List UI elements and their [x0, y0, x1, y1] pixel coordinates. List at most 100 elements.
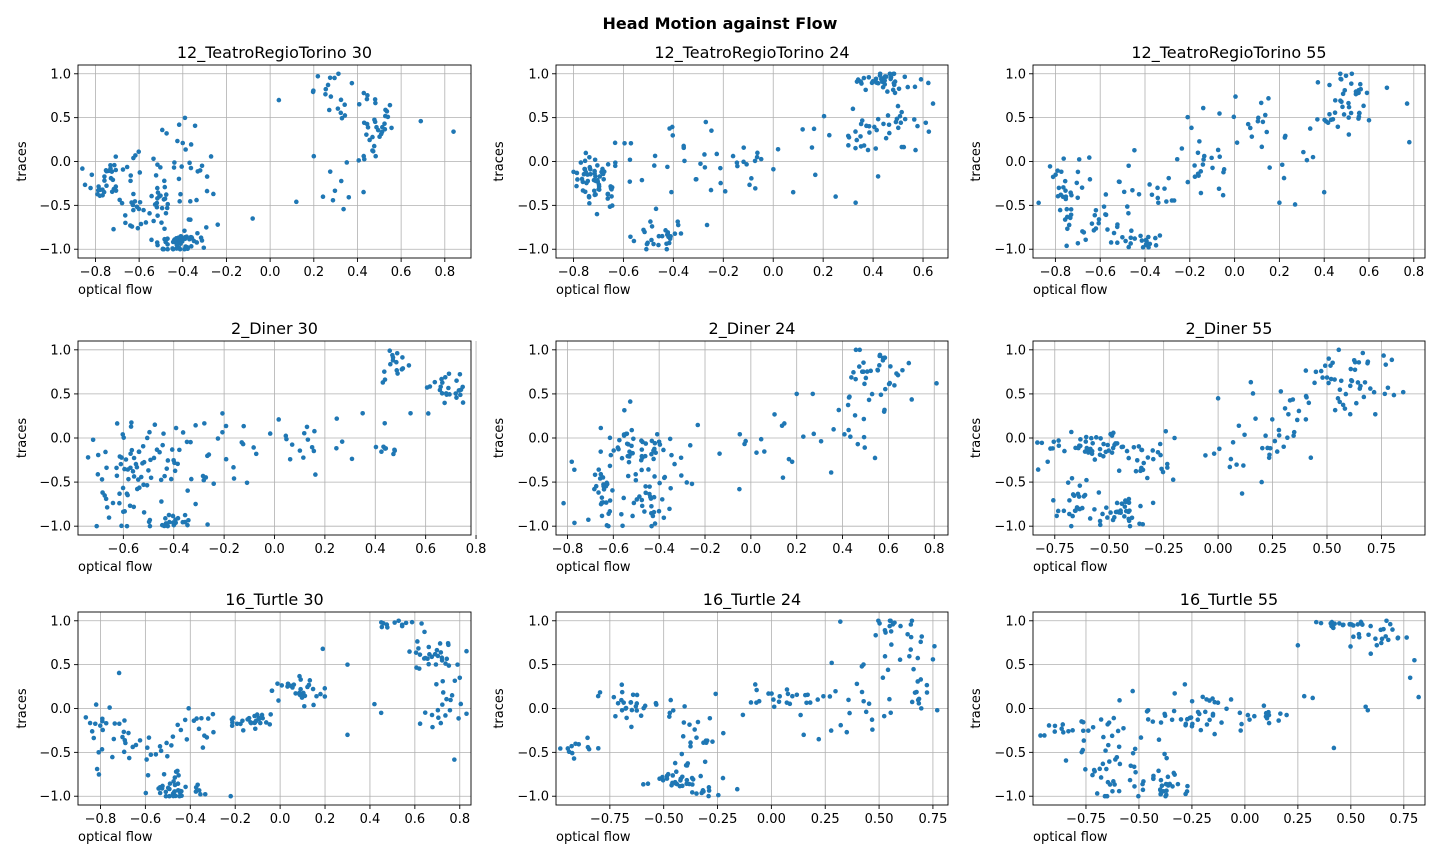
- data-point: [845, 402, 851, 408]
- data-point: [647, 484, 652, 489]
- data-point: [390, 355, 396, 360]
- data-point: [1111, 715, 1117, 721]
- data-point: [1111, 430, 1116, 436]
- data-point: [1284, 712, 1289, 718]
- subplot-1: −0.8 −0.6 −0.4 −0.2 0.0 0.2 0.4 0.6 0.8−1.0−0.50…: [15, 43, 472, 298]
- data-point: [141, 482, 146, 488]
- data-point: [148, 475, 154, 481]
- data-point: [887, 71, 893, 77]
- data-point: [633, 478, 639, 483]
- data-point: [678, 455, 684, 461]
- data-point: [1080, 728, 1086, 734]
- data-point: [1236, 423, 1242, 429]
- data-point: [749, 176, 754, 181]
- data-point: [164, 740, 169, 746]
- data-point: [1201, 153, 1207, 159]
- data-point: [174, 241, 180, 247]
- data-point: [178, 789, 183, 794]
- data-point: [446, 371, 452, 377]
- data-point: [82, 182, 88, 188]
- data-point: [394, 350, 400, 356]
- data-point: [1092, 212, 1098, 218]
- data-point: [891, 71, 897, 77]
- data-point: [162, 473, 167, 479]
- data-point: [1351, 357, 1357, 363]
- data-point: [211, 191, 216, 197]
- y-axis-label: traces: [969, 688, 984, 729]
- data-point: [873, 633, 879, 638]
- data-point: [610, 488, 615, 493]
- data-point: [1068, 212, 1074, 218]
- data-point: [1303, 393, 1309, 399]
- data-point: [184, 244, 190, 250]
- data-point: [656, 508, 662, 514]
- y-tick-label: −0.5: [39, 476, 71, 491]
- data-point: [662, 474, 668, 480]
- data-point: [309, 444, 315, 450]
- data-point: [122, 509, 128, 514]
- data-point: [1160, 469, 1166, 475]
- y-tick-label: −1.0: [994, 243, 1026, 258]
- data-point: [772, 412, 777, 417]
- x-tick-label: −0.4: [174, 812, 206, 827]
- data-point: [633, 472, 639, 477]
- data-point: [595, 163, 600, 168]
- data-point: [330, 197, 336, 203]
- data-point: [299, 694, 305, 699]
- data-point: [141, 510, 147, 515]
- data-point: [1116, 744, 1122, 750]
- data-point: [1055, 168, 1060, 173]
- data-point: [1178, 717, 1184, 722]
- data-point: [672, 231, 678, 237]
- data-point: [131, 474, 137, 479]
- data-point: [888, 710, 894, 716]
- data-point: [99, 477, 105, 482]
- data-point: [128, 424, 134, 429]
- data-point: [1292, 202, 1298, 207]
- data-point: [1230, 440, 1236, 445]
- data-point: [661, 515, 667, 521]
- data-point: [650, 513, 656, 519]
- data-point: [1149, 192, 1155, 198]
- data-point: [1159, 783, 1165, 789]
- data-point: [689, 481, 695, 487]
- data-point: [934, 381, 939, 386]
- data-point: [276, 97, 282, 103]
- data-point: [100, 490, 105, 495]
- x-tick-label: −0.2: [707, 265, 739, 280]
- data-point: [182, 115, 188, 121]
- data-point: [370, 148, 376, 154]
- data-point: [379, 449, 384, 455]
- data-point: [907, 653, 912, 659]
- data-point: [1330, 625, 1336, 630]
- data-point: [460, 400, 466, 405]
- data-point: [735, 163, 740, 169]
- data-point: [619, 689, 625, 695]
- data-point: [356, 101, 362, 107]
- data-point: [151, 455, 157, 461]
- y-axis-label: traces: [492, 688, 507, 729]
- data-point: [194, 197, 199, 203]
- data-point: [1291, 433, 1296, 438]
- data-point: [117, 197, 122, 203]
- data-point: [1331, 745, 1337, 751]
- data-point: [287, 457, 293, 462]
- y-tick-label: 0.0: [528, 432, 549, 447]
- data-point: [605, 162, 611, 167]
- x-tick-label: 0.25: [811, 812, 840, 827]
- data-point: [1201, 157, 1206, 162]
- data-point: [1079, 505, 1085, 511]
- data-point: [109, 169, 115, 174]
- data-point: [659, 497, 665, 502]
- data-point: [1166, 175, 1172, 181]
- y-tick-label: 0.0: [1005, 155, 1026, 170]
- data-point: [1185, 179, 1191, 185]
- data-point: [447, 392, 452, 397]
- data-point: [613, 713, 618, 719]
- data-point: [1343, 73, 1349, 79]
- data-point: [1216, 186, 1222, 192]
- data-point: [104, 183, 109, 189]
- data-point: [1150, 719, 1156, 724]
- y-tick-label: 0.0: [528, 702, 549, 717]
- data-point: [167, 786, 172, 792]
